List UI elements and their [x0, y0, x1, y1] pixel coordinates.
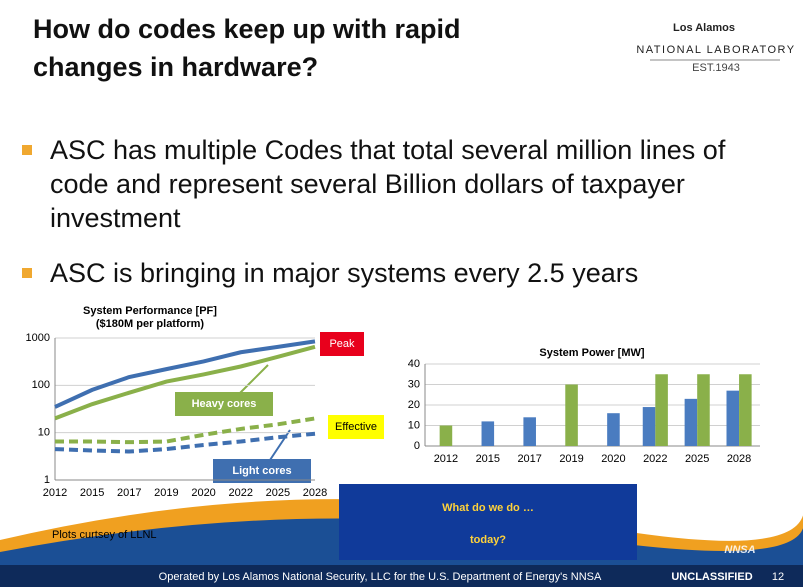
bullet: ASC is bringing in major systems every 2… [50, 258, 639, 288]
x-tick-label: 2015 [80, 487, 104, 499]
x-tick-label: 2025 [685, 453, 709, 465]
y-tick-label: 40 [408, 358, 420, 370]
chart-subtitle: ($180M per platform) [96, 318, 205, 330]
heavy-tag [175, 392, 273, 416]
bar [655, 374, 668, 446]
bar [523, 417, 536, 446]
callout-box [339, 484, 637, 560]
bar [607, 413, 620, 446]
bar [697, 374, 710, 446]
heavy-pointer [239, 364, 269, 394]
annotation: Heavy cores [192, 398, 257, 410]
y-tick-label: 100 [32, 379, 50, 391]
x-tick-label: 2028 [727, 453, 751, 465]
chart-title: System Power [MW] [539, 347, 644, 359]
slide-title: changes in hardware? [33, 52, 319, 82]
agency-logo: NNSA [724, 544, 755, 556]
x-tick-label: 2019 [154, 487, 178, 499]
y-tick-label: 20 [408, 399, 420, 411]
bar [481, 421, 495, 446]
bar [726, 390, 740, 446]
x-tick-label: 2017 [517, 453, 541, 465]
page-number: 12 [772, 571, 784, 583]
line [54, 431, 316, 454]
slide-title: How do codes keep up with rapid [33, 14, 461, 44]
y-tick-label: 10 [38, 427, 50, 439]
x-tick-label: 2012 [43, 487, 67, 499]
logo-est: EST.1943 [692, 62, 740, 74]
footer-operator: Operated by Los Alamos National Security… [159, 571, 602, 583]
annotation: Light cores [232, 465, 291, 477]
annotation: Peak [329, 338, 355, 350]
x-tick-label: 2020 [191, 487, 215, 499]
y-tick-label: 10 [408, 419, 420, 431]
line [54, 344, 316, 421]
x-tick-label: 2022 [228, 487, 252, 499]
x-tick-label: 2028 [303, 487, 327, 499]
x-tick-label: 2017 [117, 487, 141, 499]
bar [439, 425, 453, 446]
logo-sub: NATIONAL LABORATORY [636, 44, 795, 56]
x-tick-label: 2025 [266, 487, 290, 499]
footer-bar [0, 565, 803, 587]
bar [739, 374, 752, 446]
bar [684, 398, 698, 446]
classification: UNCLASSIFIED [671, 571, 752, 583]
chart-title: System Performance [PF] [83, 305, 217, 317]
callout: today? [470, 534, 506, 546]
credit: Plots curtsey of LLNL [52, 529, 157, 541]
annotation: Effective [335, 421, 377, 433]
y-tick-label: 1 [44, 474, 50, 486]
y-tick-label: 1000 [26, 332, 50, 344]
bullet: ASC has multiple Codes that total severa… [50, 135, 726, 233]
x-tick-label: 2015 [476, 453, 500, 465]
x-tick-label: 2012 [434, 453, 458, 465]
line [55, 416, 316, 445]
y-tick-label: 30 [408, 378, 420, 390]
effective-tag [328, 415, 384, 439]
bar [565, 384, 578, 446]
light-tag [213, 459, 311, 483]
y-tick-label: 0 [414, 440, 420, 452]
peak-tag [320, 332, 364, 356]
x-tick-label: 2022 [643, 453, 667, 465]
logo-name: Los Alamos [673, 22, 735, 34]
callout: What do we do … [442, 502, 534, 514]
bullet-marker [22, 145, 32, 155]
x-tick-label: 2020 [601, 453, 625, 465]
line [54, 339, 316, 409]
x-tick-label: 2019 [559, 453, 583, 465]
bullet-marker [22, 268, 32, 278]
bar [642, 407, 656, 446]
